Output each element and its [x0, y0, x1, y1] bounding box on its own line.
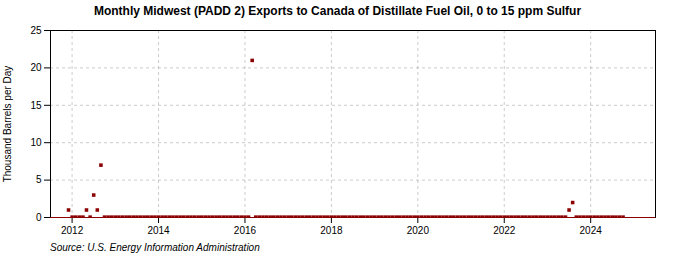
svg-text:2016: 2016 — [234, 225, 257, 236]
svg-text:5: 5 — [36, 174, 42, 185]
svg-text:2018: 2018 — [320, 225, 343, 236]
svg-text:2020: 2020 — [407, 225, 430, 236]
html-text:Monthly Midwest (PADD 2) Expor: Monthly Midwest (PADD 2) Exports to Cana… — [93, 4, 582, 18]
svg-text:2012: 2012 — [61, 225, 84, 236]
svg-text:15: 15 — [30, 100, 42, 111]
svg-text:10: 10 — [30, 137, 42, 148]
svg-text:2014: 2014 — [147, 225, 170, 236]
svg-text:25: 25 — [30, 25, 42, 36]
svg-text:2022: 2022 — [493, 225, 516, 236]
html-text:Source: U.S. Energy Informatio: Source: U.S. Energy Information Administ… — [50, 242, 260, 253]
svg-text:20: 20 — [30, 62, 42, 73]
svg-text:0: 0 — [36, 212, 42, 223]
svg-text:2024: 2024 — [580, 225, 603, 236]
svg-text:Thousand Barrels per Day: Thousand Barrels per Day — [2, 66, 13, 183]
